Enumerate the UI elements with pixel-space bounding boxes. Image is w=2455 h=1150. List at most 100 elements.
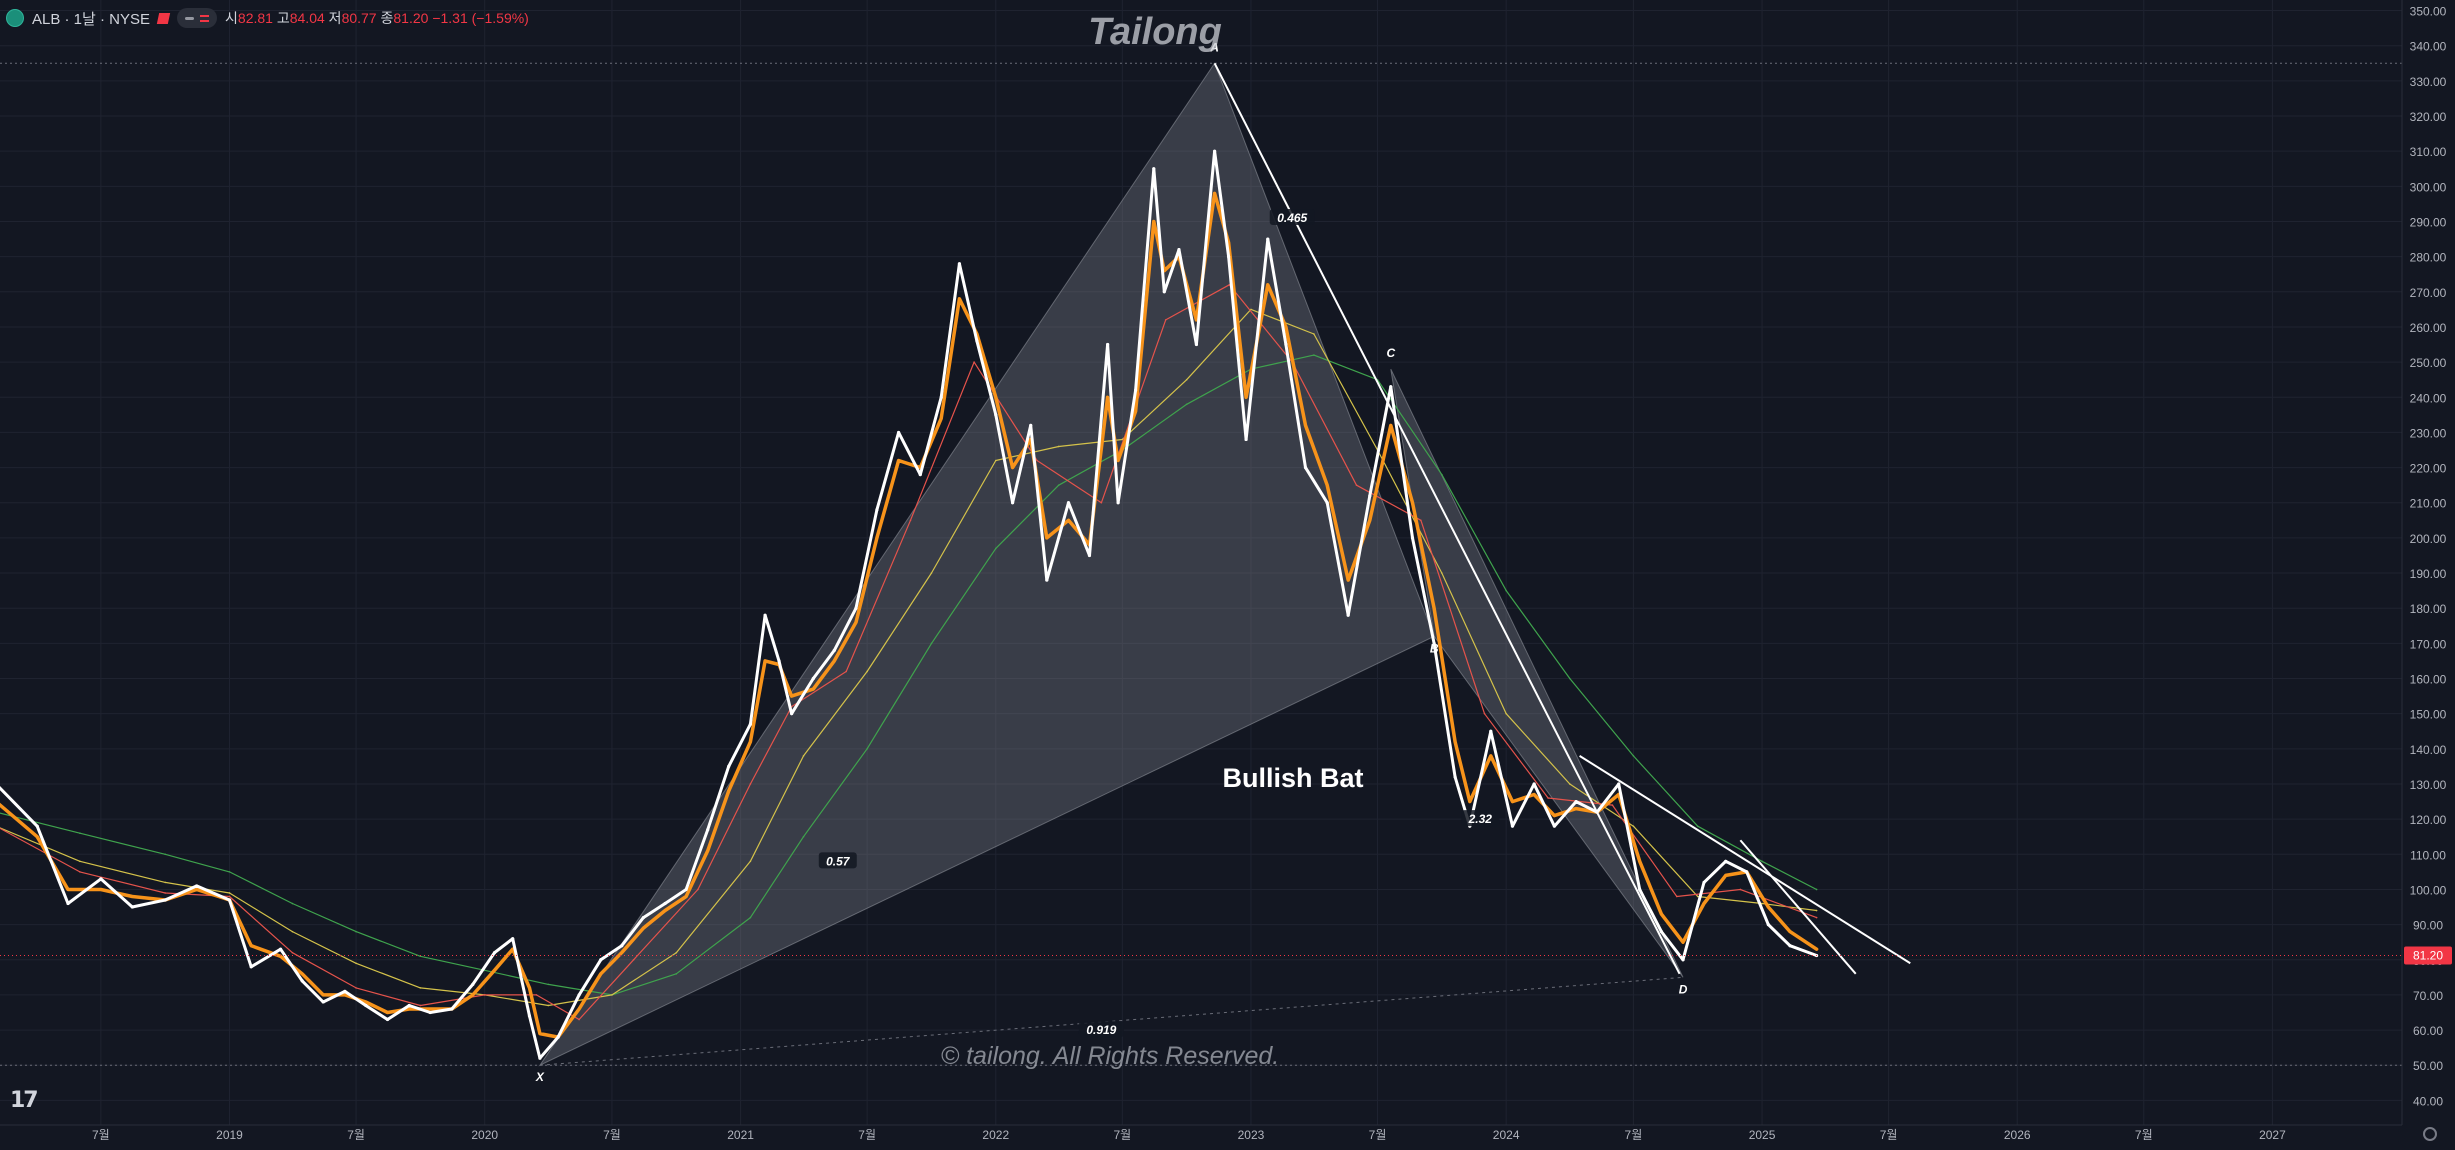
x-tick-label: 2022	[982, 1128, 1009, 1142]
data-point-ma-yellow	[1185, 378, 1188, 381]
data-point-price	[1045, 578, 1049, 582]
data-point-price	[1087, 553, 1092, 558]
y-tick-label: 330.00	[2410, 75, 2447, 89]
data-point-ma-fast	[1703, 902, 1705, 905]
data-point-price	[450, 1007, 454, 1011]
data-point-price	[1194, 342, 1199, 347]
data-point-ma-fast	[100, 888, 102, 891]
data-point-ma-fast	[1117, 459, 1119, 462]
settings-gear-icon[interactable]	[2423, 1127, 2437, 1141]
last-price-label: 81.20	[2413, 949, 2443, 963]
x-tick-label: 7월	[603, 1128, 621, 1142]
ohlc-values: 시82.81 고84.04 저80.77 종81.20 −1.31 (−1.59…	[225, 8, 529, 28]
data-point-ma-fast	[833, 660, 836, 662]
close-value: 81.20	[393, 10, 429, 26]
bars-icon[interactable]	[200, 14, 210, 22]
data-point-ma-fast	[1533, 793, 1535, 796]
minus-icon[interactable]	[185, 16, 195, 20]
pattern-name: Bullish Bat	[1222, 763, 1363, 793]
data-point-ma-fast	[1575, 807, 1577, 810]
x-tick-label: 2019	[216, 1128, 243, 1142]
data-point-price	[1284, 342, 1288, 347]
data-point-ma-yellow	[79, 860, 81, 863]
data-point-ma-green	[291, 902, 294, 905]
flag-icon[interactable]	[156, 12, 171, 24]
data-point-ma-fast	[1245, 396, 1247, 399]
data-point-ma-fast	[344, 994, 346, 996]
data-point-ma-red	[1611, 804, 1614, 806]
data-point-ma-yellow	[749, 860, 752, 863]
tradingview-logo-icon[interactable]: 17	[10, 1088, 39, 1113]
data-point-ma-fast	[1489, 755, 1492, 757]
data-point-ma-fast	[386, 1011, 389, 1014]
data-point-ma-fast	[1106, 396, 1109, 399]
high-value: 84.04	[289, 10, 325, 26]
last-price-badge[interactable]	[2404, 946, 2452, 965]
data-point-price	[407, 1003, 411, 1008]
pattern-point-c: C	[1386, 346, 1395, 360]
data-point-ma-fast	[1433, 607, 1435, 610]
data-point-ma-red	[845, 670, 847, 673]
data-point-ma-yellow	[1250, 308, 1252, 311]
data-point-ma-yellow	[930, 572, 933, 574]
y-tick-label: 340.00	[2410, 40, 2447, 54]
data-point-ma-red	[909, 519, 912, 522]
data-point-price	[1745, 870, 1749, 874]
data-point-price	[663, 901, 667, 906]
data-point-ma-fast	[1326, 484, 1328, 486]
data-point-ma-red	[1815, 916, 1818, 919]
x-axis[interactable]: 7월 2019 7월 2020 7월 2021 7월 2022 7월 2023 7월 2024 7월 20…	[0, 1124, 2455, 1145]
data-point-price	[1226, 255, 1231, 259]
data-point-ma-red	[973, 361, 975, 363]
data-point-price	[1134, 388, 1138, 392]
data-point-ma-red	[535, 994, 538, 996]
data-point-price	[763, 613, 767, 617]
data-point-ma-fast	[994, 396, 997, 399]
x-tick-label: 7월	[858, 1128, 876, 1142]
y-tick-label: 120.00	[2410, 813, 2447, 827]
data-point-ma-fast	[664, 909, 666, 912]
data-point-price	[1489, 729, 1493, 733]
data-point-ma-red	[483, 994, 486, 996]
pattern-point-b: B	[1430, 641, 1439, 655]
x-tick-label: 2027	[2259, 1128, 2286, 1142]
indicator-toggle-pill[interactable]	[177, 8, 218, 28]
data-point-ma-red	[1547, 797, 1549, 799]
data-point-ma-green	[749, 916, 752, 919]
data-point-price	[1244, 437, 1248, 442]
y-tick-label: 270.00	[2410, 286, 2447, 300]
data-point-price	[1702, 880, 1706, 885]
trendline[interactable]	[1739, 839, 1857, 975]
data-point-ma-red	[228, 895, 231, 898]
symbol-name[interactable]: ALB · 1날 · NYSE	[32, 10, 151, 28]
data-point-price	[1116, 501, 1120, 505]
data-point-ma-fast	[1304, 424, 1307, 427]
data-point-price	[777, 659, 781, 663]
data-point-ma-fast	[727, 790, 730, 792]
data-point-price	[471, 982, 475, 986]
data-point-ma-fast	[812, 688, 815, 690]
y-tick-label: 220.00	[2410, 462, 2447, 476]
series-lines	[0, 149, 1819, 1060]
data-point-ma-red	[1355, 484, 1358, 486]
data-point-ma-fast	[1195, 319, 1198, 321]
data-point-ma-fast	[1767, 906, 1770, 908]
data-point-price	[832, 648, 836, 652]
y-tick-label: 290.00	[2410, 215, 2447, 229]
data-point-price	[1638, 887, 1642, 892]
data-point-ma-yellow	[1121, 438, 1124, 441]
pattern-point-a: A	[1209, 40, 1219, 54]
pattern-point-d: D	[1679, 982, 1688, 996]
data-point-price	[854, 606, 858, 610]
data-point-price	[1389, 385, 1393, 389]
data-point-ma-yellow	[547, 1004, 550, 1007]
data-point-ma-green	[866, 748, 868, 750]
data-point-ma-green	[1185, 403, 1188, 406]
data-point-ma-red	[164, 892, 166, 894]
data-point-ma-fast	[511, 948, 514, 951]
trendline[interactable]	[1579, 755, 1911, 965]
data-point-ma-fast	[36, 835, 39, 838]
